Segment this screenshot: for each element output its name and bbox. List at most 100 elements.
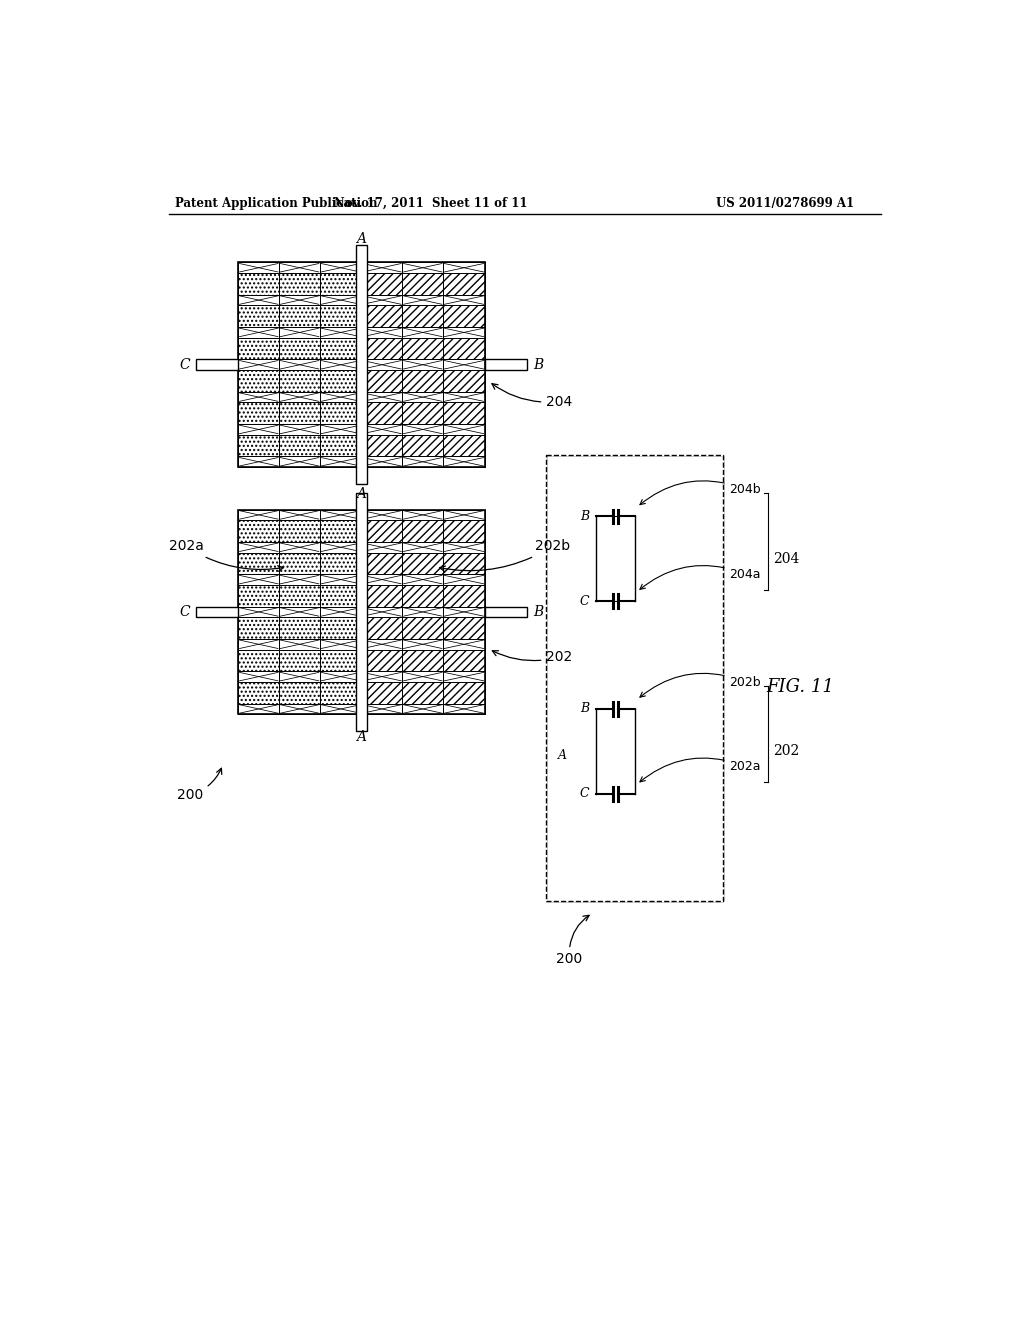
Bar <box>402 585 443 607</box>
Bar <box>239 671 280 682</box>
Bar <box>443 649 484 671</box>
Text: 200: 200 <box>556 915 589 966</box>
Text: Nov. 17, 2011  Sheet 11 of 11: Nov. 17, 2011 Sheet 11 of 11 <box>334 197 527 210</box>
Bar <box>402 639 443 649</box>
Bar <box>361 574 402 585</box>
Text: FIG. 11: FIG. 11 <box>766 678 834 696</box>
Bar <box>239 543 280 553</box>
Bar <box>356 246 367 484</box>
Bar <box>280 607 319 618</box>
Bar <box>443 263 484 273</box>
Text: 204: 204 <box>773 552 800 566</box>
Text: B: B <box>581 702 590 715</box>
Bar <box>402 682 443 704</box>
Bar <box>443 338 484 359</box>
Bar <box>402 671 443 682</box>
Text: Patent Application Publication: Patent Application Publication <box>175 197 378 210</box>
Bar <box>361 327 402 338</box>
Bar <box>361 639 402 649</box>
Bar <box>443 520 484 541</box>
Bar <box>402 510 443 520</box>
Bar <box>280 704 319 714</box>
Bar <box>484 359 527 370</box>
Bar <box>443 607 484 618</box>
Text: 204a: 204a <box>640 565 761 589</box>
Bar <box>239 510 280 520</box>
Bar <box>361 424 402 434</box>
Bar <box>547 455 724 902</box>
Bar <box>280 392 319 403</box>
Bar <box>361 370 402 392</box>
Bar <box>239 704 280 714</box>
Bar <box>319 639 361 649</box>
Bar <box>239 392 280 403</box>
Bar <box>402 607 443 618</box>
Bar <box>239 607 280 618</box>
Bar <box>443 327 484 338</box>
Bar <box>361 403 402 424</box>
Bar <box>443 671 484 682</box>
Bar <box>402 649 443 671</box>
Bar <box>361 704 402 714</box>
Bar <box>319 263 361 273</box>
Bar <box>402 574 443 585</box>
Text: US 2011/0278699 A1: US 2011/0278699 A1 <box>716 197 854 210</box>
Bar <box>443 403 484 424</box>
Text: 202: 202 <box>493 649 572 664</box>
Text: A: A <box>356 730 367 744</box>
Bar <box>443 543 484 553</box>
Bar <box>361 305 402 327</box>
Bar <box>280 424 319 434</box>
Bar <box>239 263 361 467</box>
Bar <box>361 649 402 671</box>
Bar <box>361 607 402 618</box>
Bar <box>361 263 402 273</box>
Bar <box>402 327 443 338</box>
Bar <box>402 434 443 457</box>
Bar <box>239 618 280 639</box>
Text: B: B <box>534 358 544 372</box>
Bar <box>402 338 443 359</box>
Bar <box>239 553 280 574</box>
Bar <box>443 704 484 714</box>
Bar <box>443 682 484 704</box>
Text: B: B <box>534 605 544 619</box>
Bar <box>443 305 484 327</box>
Bar <box>402 424 443 434</box>
Bar <box>319 273 361 294</box>
Bar <box>361 553 402 574</box>
Bar <box>239 338 280 359</box>
Bar <box>361 671 402 682</box>
Bar <box>319 671 361 682</box>
Bar <box>280 370 319 392</box>
Bar <box>402 263 443 273</box>
Bar <box>319 618 361 639</box>
Bar <box>319 305 361 327</box>
Bar <box>402 543 443 553</box>
Bar <box>239 520 280 541</box>
Bar <box>356 492 367 731</box>
Bar <box>361 543 402 553</box>
Bar <box>239 649 280 671</box>
Bar <box>443 359 484 370</box>
Bar <box>319 682 361 704</box>
Bar <box>280 543 319 553</box>
Bar <box>319 543 361 553</box>
Bar <box>402 392 443 403</box>
Bar <box>361 338 402 359</box>
Bar <box>280 338 319 359</box>
Bar <box>280 305 319 327</box>
Bar <box>402 618 443 639</box>
Text: 204b: 204b <box>640 480 761 504</box>
Bar <box>319 338 361 359</box>
Bar <box>361 510 484 714</box>
Bar <box>361 434 402 457</box>
Bar <box>402 553 443 574</box>
Bar <box>443 553 484 574</box>
Bar <box>361 457 402 467</box>
Bar <box>280 434 319 457</box>
Text: C: C <box>179 605 189 619</box>
Text: 204: 204 <box>492 384 572 409</box>
Bar <box>443 392 484 403</box>
Bar <box>319 370 361 392</box>
